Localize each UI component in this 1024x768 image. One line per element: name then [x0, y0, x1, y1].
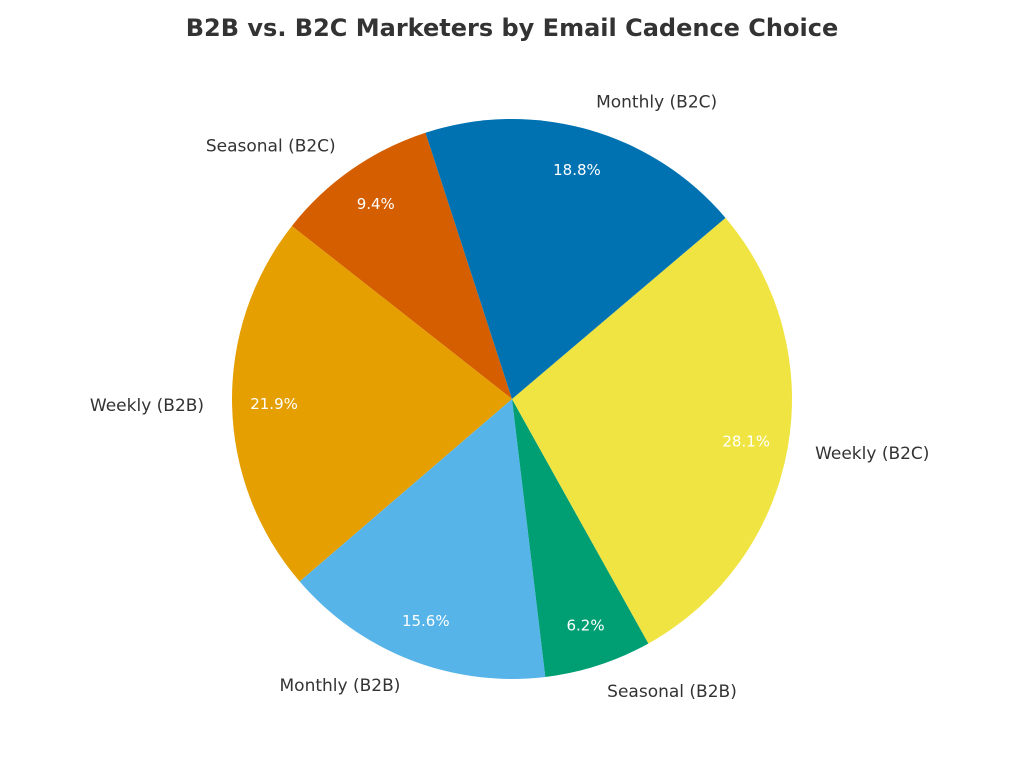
- pct-label: 6.2%: [566, 616, 604, 634]
- pie-slice-monthly-b2c: [425, 119, 726, 399]
- pct-label: 9.4%: [357, 195, 395, 213]
- pie-slice-seasonal-b2b: [512, 399, 649, 678]
- chart-title: B2B vs. B2C Marketers by Email Cadence C…: [185, 14, 839, 42]
- pct-label: 18.8%: [553, 161, 601, 179]
- slice-label: Seasonal (B2C): [206, 136, 336, 156]
- slice-label: Monthly (B2C): [596, 93, 717, 113]
- slice-label: Weekly (B2C): [815, 444, 929, 464]
- slice-label: Monthly (B2B): [280, 676, 401, 696]
- pie-slice-seasonal-b2c: [291, 132, 512, 400]
- slice-label: Weekly (B2B): [90, 396, 204, 416]
- pie-slice-weekly-b2b: [232, 225, 513, 582]
- pie-slice-weekly-b2c: [512, 217, 792, 644]
- pct-label: 28.1%: [722, 432, 770, 450]
- pie-slice-monthly-b2b: [299, 399, 546, 679]
- pct-label: 15.6%: [402, 612, 450, 630]
- pct-label: 21.9%: [250, 395, 298, 413]
- slice-label: Seasonal (B2B): [607, 682, 737, 702]
